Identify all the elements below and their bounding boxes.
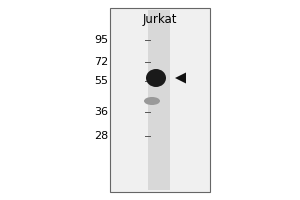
Text: 28: 28	[94, 131, 108, 141]
Ellipse shape	[144, 97, 160, 105]
Text: 55: 55	[94, 76, 108, 86]
Text: Jurkat: Jurkat	[143, 14, 177, 26]
Bar	[148, 10, 170, 190]
Ellipse shape	[146, 69, 166, 87]
Bar	[110, 8, 210, 192]
Text: 95: 95	[94, 35, 108, 45]
Text: 72: 72	[94, 57, 108, 67]
Text: 36: 36	[94, 107, 108, 117]
Polygon shape	[175, 72, 186, 84]
